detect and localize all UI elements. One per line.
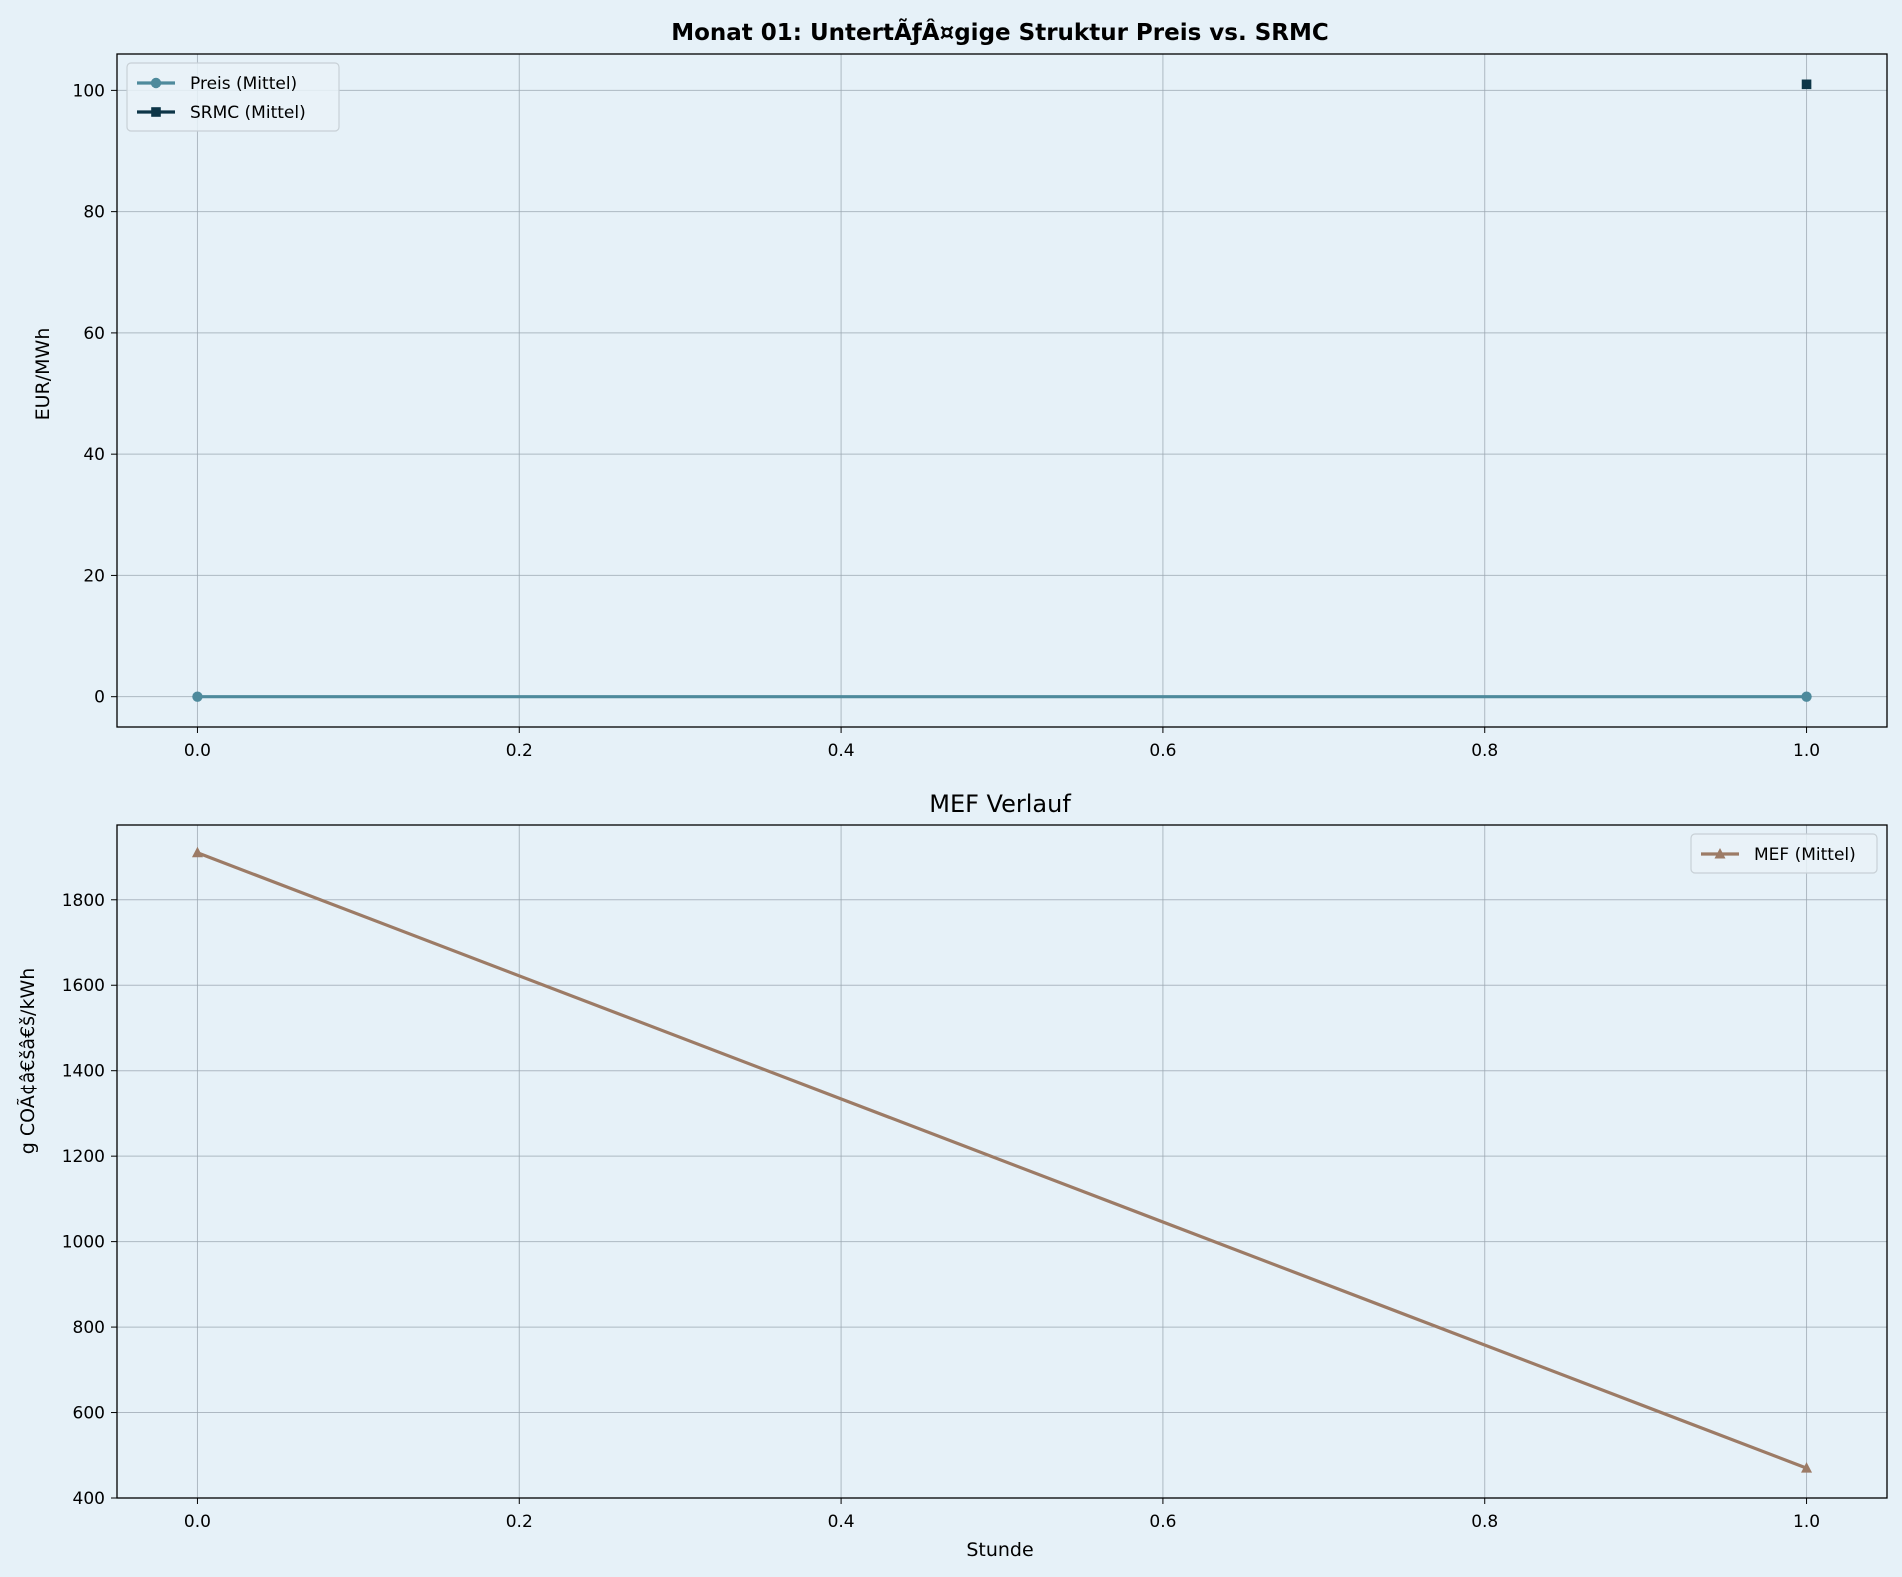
chart-title: Monat 01: UntertÃƒÂ¤gige Struktur Preis … <box>671 18 1329 46</box>
x-tick-label: 1.0 <box>1793 1512 1820 1532</box>
plot-frame <box>116 53 1888 728</box>
y-tick-label: 400 <box>73 1489 105 1509</box>
y-tick-label: 60 <box>83 324 105 344</box>
x-tick-label: 0.8 <box>1471 741 1498 761</box>
legend-item: SRMC (Mittel) <box>137 103 306 123</box>
x-tick-label: 0.2 <box>506 1512 533 1532</box>
y-tick-label: 1400 <box>62 1062 105 1082</box>
legend-marker <box>150 77 162 89</box>
series-line <box>196 851 1808 1470</box>
data-point <box>191 846 203 858</box>
legend-label: SRMC (Mittel) <box>190 103 306 123</box>
x-tick-label: 0.8 <box>1471 1512 1498 1532</box>
x-tick-label: 1.0 <box>1793 741 1820 761</box>
y-tick-label: 80 <box>83 203 105 223</box>
y-tick-label: 800 <box>73 1318 105 1338</box>
legend-box <box>1690 833 1878 874</box>
legend-box <box>126 62 340 132</box>
x-tick-label: 0.4 <box>828 741 855 761</box>
y-tick-label: 20 <box>83 566 105 586</box>
y-axis-label: g COÃ¢â€šâ€š/kWh <box>16 968 39 1155</box>
series-preis-mittel <box>192 691 1812 702</box>
series-srmc-mittel <box>1801 79 1812 90</box>
legend-item: Preis (Mittel) <box>137 74 297 94</box>
legend: Preis (Mittel) SRMC (Mittel) <box>126 62 340 132</box>
y-tick-label: 100 <box>73 81 105 101</box>
y-axis-label: EUR/MWh <box>32 328 54 421</box>
x-tick-label: 0.6 <box>1149 1512 1176 1532</box>
data-point <box>1801 1462 1813 1473</box>
price-vs-srmc-chart: Monat 01: UntertÃƒÂ¤gige Struktur Preis … <box>32 18 1888 761</box>
x-tick-label: 0.2 <box>506 741 533 761</box>
legend-marker <box>1714 848 1726 859</box>
legend-marker <box>151 107 161 117</box>
data-point <box>1801 79 1812 90</box>
y-tick-label: 0 <box>94 688 105 708</box>
y-tick-label: 1600 <box>62 976 105 996</box>
y-tick-label: 1800 <box>62 891 105 911</box>
x-tick-label: 0.0 <box>184 741 211 761</box>
x-axis-label: Stunde <box>966 1539 1033 1561</box>
series-mef-mittel <box>191 846 1813 1473</box>
x-tick-label: 0.6 <box>1149 741 1176 761</box>
plot-frame <box>116 824 1888 1499</box>
data-point <box>192 691 203 702</box>
x-tick-label: 0.0 <box>184 1512 211 1532</box>
data-point <box>1801 691 1812 702</box>
y-tick-label: 600 <box>73 1404 105 1424</box>
legend-label: Preis (Mittel) <box>190 74 297 94</box>
x-tick-label: 0.4 <box>828 1512 855 1532</box>
y-tick-label: 1000 <box>62 1233 105 1253</box>
y-tick-label: 1200 <box>62 1147 105 1167</box>
legend-item: MEF (Mittel) <box>1701 845 1856 865</box>
chart-title: MEF Verlauf <box>929 790 1071 818</box>
y-tick-label: 40 <box>83 445 105 465</box>
legend: MEF (Mittel) <box>1690 833 1878 874</box>
mef-chart: MEF Verlauf g COÃ¢â€šâ€š/kWh Stunde 400 6… <box>16 790 1888 1561</box>
legend-label: MEF (Mittel) <box>1754 845 1856 865</box>
